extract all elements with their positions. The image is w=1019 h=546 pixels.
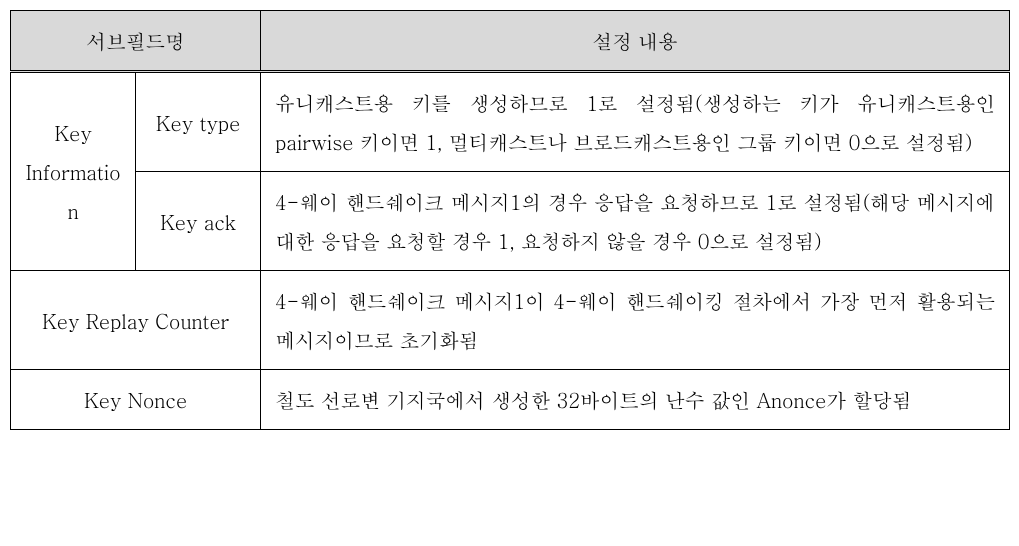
- cell-key-replay-counter-content: 4-웨이 핸드쉐이크 메시지1이 4-웨이 핸드쉐이킹 절차에서 가장 먼저 활…: [261, 271, 1010, 370]
- cell-key-type-content: 유니캐스트용 키를 생성하므로 1로 설정됨(생성하는 키가 유니캐스트용인 p…: [261, 72, 1010, 172]
- cell-key-ack-label: Key ack: [136, 172, 261, 271]
- header-subfield-name: 서브필드명: [11, 11, 261, 72]
- cell-key-nonce-content: 철도 선로변 기지국에서 생성한 32바이트의 난수 값인 Anonce가 할당…: [261, 370, 1010, 430]
- header-setting-content: 설정 내용: [261, 11, 1010, 72]
- table-header-row: 서브필드명 설정 내용: [11, 11, 1010, 72]
- cell-key-type-label: Key type: [136, 72, 261, 172]
- table-row: Key Replay Counter 4-웨이 핸드쉐이크 메시지1이 4-웨이…: [11, 271, 1010, 370]
- table-row: Key ack 4-웨이 핸드쉐이크 메시지1의 경우 응답을 요청하므로 1로…: [11, 172, 1010, 271]
- table-row: Key Informatio n Key type 유니캐스트용 키를 생성하므…: [11, 72, 1010, 172]
- table-row: Key Nonce 철도 선로변 기지국에서 생성한 32바이트의 난수 값인 …: [11, 370, 1010, 430]
- cell-key-ack-content: 4-웨이 핸드쉐이크 메시지1의 경우 응답을 요청하므로 1로 설정됨(해당 …: [261, 172, 1010, 271]
- cell-key-replay-counter-label: Key Replay Counter: [11, 271, 261, 370]
- cell-key-information: Key Informatio n: [11, 72, 136, 271]
- cell-key-nonce-label: Key Nonce: [11, 370, 261, 430]
- subfield-table: 서브필드명 설정 내용 Key Informatio n Key type 유니…: [10, 10, 1010, 430]
